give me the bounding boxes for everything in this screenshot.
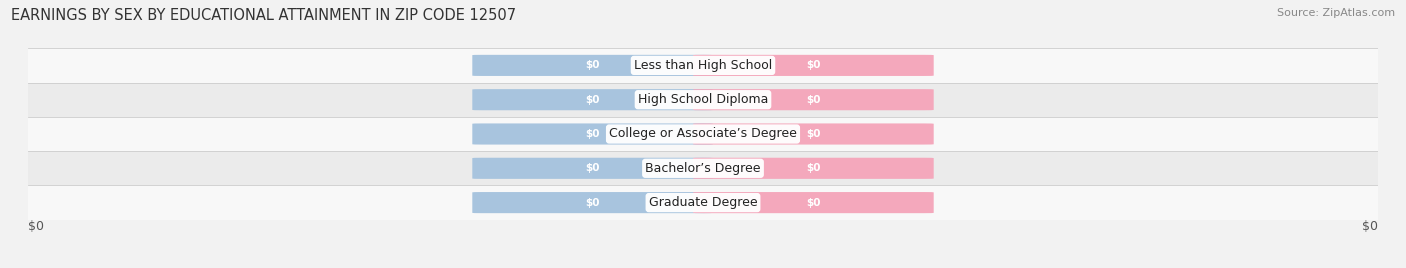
FancyBboxPatch shape xyxy=(472,124,713,144)
Text: $0: $0 xyxy=(585,60,600,70)
Text: EARNINGS BY SEX BY EDUCATIONAL ATTAINMENT IN ZIP CODE 12507: EARNINGS BY SEX BY EDUCATIONAL ATTAINMEN… xyxy=(11,8,516,23)
Bar xyxy=(28,185,1378,220)
Text: High School Diploma: High School Diploma xyxy=(638,93,768,106)
Bar xyxy=(28,151,1378,185)
Text: $0: $0 xyxy=(806,129,821,139)
Text: $0: $0 xyxy=(585,129,600,139)
FancyBboxPatch shape xyxy=(472,158,713,179)
Text: $0: $0 xyxy=(28,220,44,233)
FancyBboxPatch shape xyxy=(472,55,713,76)
Text: $0: $0 xyxy=(585,163,600,173)
Text: Bachelor’s Degree: Bachelor’s Degree xyxy=(645,162,761,175)
Text: $0: $0 xyxy=(806,198,821,208)
Text: $0: $0 xyxy=(806,95,821,105)
FancyBboxPatch shape xyxy=(693,89,934,110)
Text: College or Associate’s Degree: College or Associate’s Degree xyxy=(609,128,797,140)
FancyBboxPatch shape xyxy=(693,192,934,213)
FancyBboxPatch shape xyxy=(693,158,934,179)
Text: Less than High School: Less than High School xyxy=(634,59,772,72)
Text: $0: $0 xyxy=(1362,220,1378,233)
FancyBboxPatch shape xyxy=(693,124,934,144)
Text: $0: $0 xyxy=(585,198,600,208)
Text: Graduate Degree: Graduate Degree xyxy=(648,196,758,209)
Bar xyxy=(28,83,1378,117)
FancyBboxPatch shape xyxy=(693,55,934,76)
Bar xyxy=(28,48,1378,83)
Bar xyxy=(28,117,1378,151)
Text: $0: $0 xyxy=(806,163,821,173)
Text: $0: $0 xyxy=(806,60,821,70)
FancyBboxPatch shape xyxy=(472,89,713,110)
Text: Source: ZipAtlas.com: Source: ZipAtlas.com xyxy=(1277,8,1395,18)
FancyBboxPatch shape xyxy=(472,192,713,213)
Text: $0: $0 xyxy=(585,95,600,105)
